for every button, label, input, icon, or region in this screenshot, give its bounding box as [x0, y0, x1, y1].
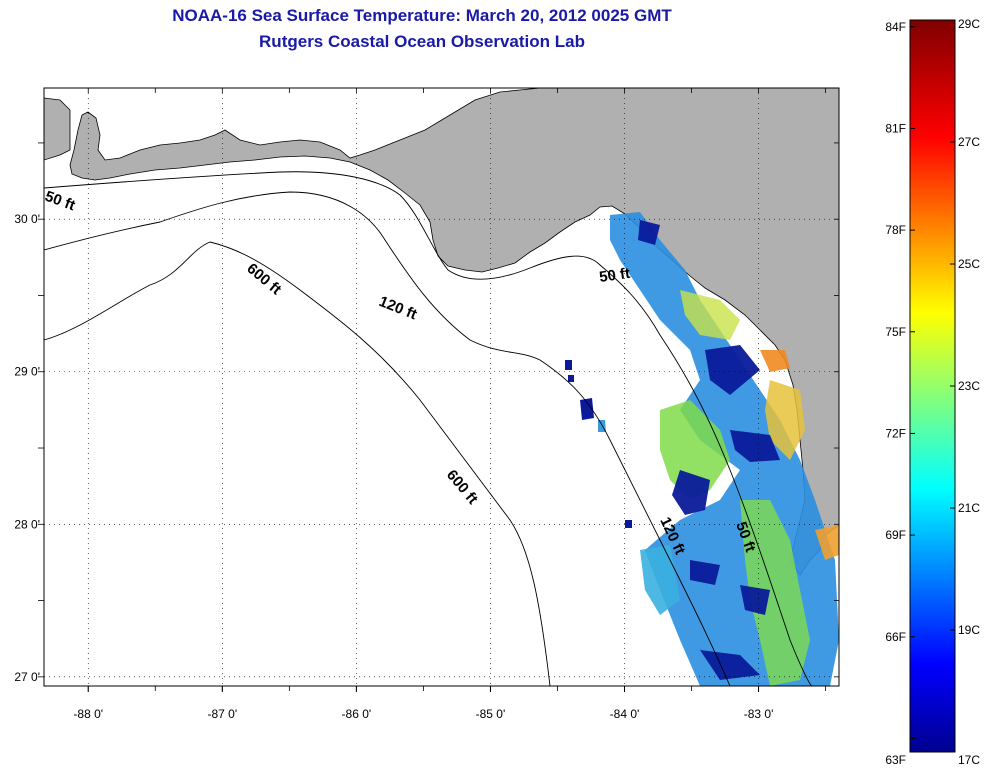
fahrenheit-label: 69F [885, 528, 906, 542]
celsius-label: 21C [958, 501, 980, 515]
celsius-label: 27C [958, 135, 980, 149]
fahrenheit-label: 66F [885, 630, 906, 644]
lon-tick-label: -85 0' [476, 707, 506, 721]
fahrenheit-label: 75F [885, 325, 906, 339]
lat-tick-label: 29 0' [14, 365, 40, 379]
map-frame [43, 87, 840, 687]
lat-tick-label: 30 0' [14, 212, 40, 226]
fahrenheit-label: 78F [885, 223, 906, 237]
lat-tick-label: 28 0' [14, 517, 40, 531]
map-subtitle: Rutgers Coastal Ocean Observation Lab [259, 32, 585, 51]
celsius-label: 17C [958, 753, 980, 767]
celsius-label: 29C [958, 17, 980, 31]
fahrenheit-label: 84F [885, 20, 906, 34]
isobath-50ft [44, 171, 813, 686]
axis-tick-labels: -88 0' -87 0' -86 0' -85 0' -84 0' -83 0' 30 0… [14, 212, 773, 721]
lon-tick-label: -88 0' [73, 707, 103, 721]
sst-data-swath [565, 212, 839, 686]
lat-tick-label: 27 0' [14, 670, 40, 684]
lon-tick-label: -86 0' [342, 707, 372, 721]
celsius-label: 23C [958, 379, 980, 393]
isobath-label: 50 ft [598, 265, 631, 286]
lon-tick-label: -83 0' [744, 707, 774, 721]
lon-tick-label: -84 0' [610, 707, 640, 721]
colorbar [909, 19, 956, 753]
celsius-label: 19C [958, 623, 980, 637]
colorbar-ticks: 29C 27C 25C 23C 21C 19C 17C 84F 81F 78F 75F 72F 69F 6… [885, 17, 980, 767]
graticule [38, 88, 839, 692]
celsius-label: 25C [958, 257, 980, 271]
fahrenheit-label: 63F [885, 753, 906, 767]
isobath-120ft [44, 191, 731, 686]
lon-tick-label: -87 0' [207, 707, 237, 721]
isobath-600ft [44, 241, 551, 686]
fahrenheit-label: 72F [885, 426, 906, 440]
isobath-contours [44, 171, 813, 686]
fahrenheit-label: 81F [885, 121, 906, 135]
map-title: NOAA-16 Sea Surface Temperature: March 2… [172, 6, 672, 25]
